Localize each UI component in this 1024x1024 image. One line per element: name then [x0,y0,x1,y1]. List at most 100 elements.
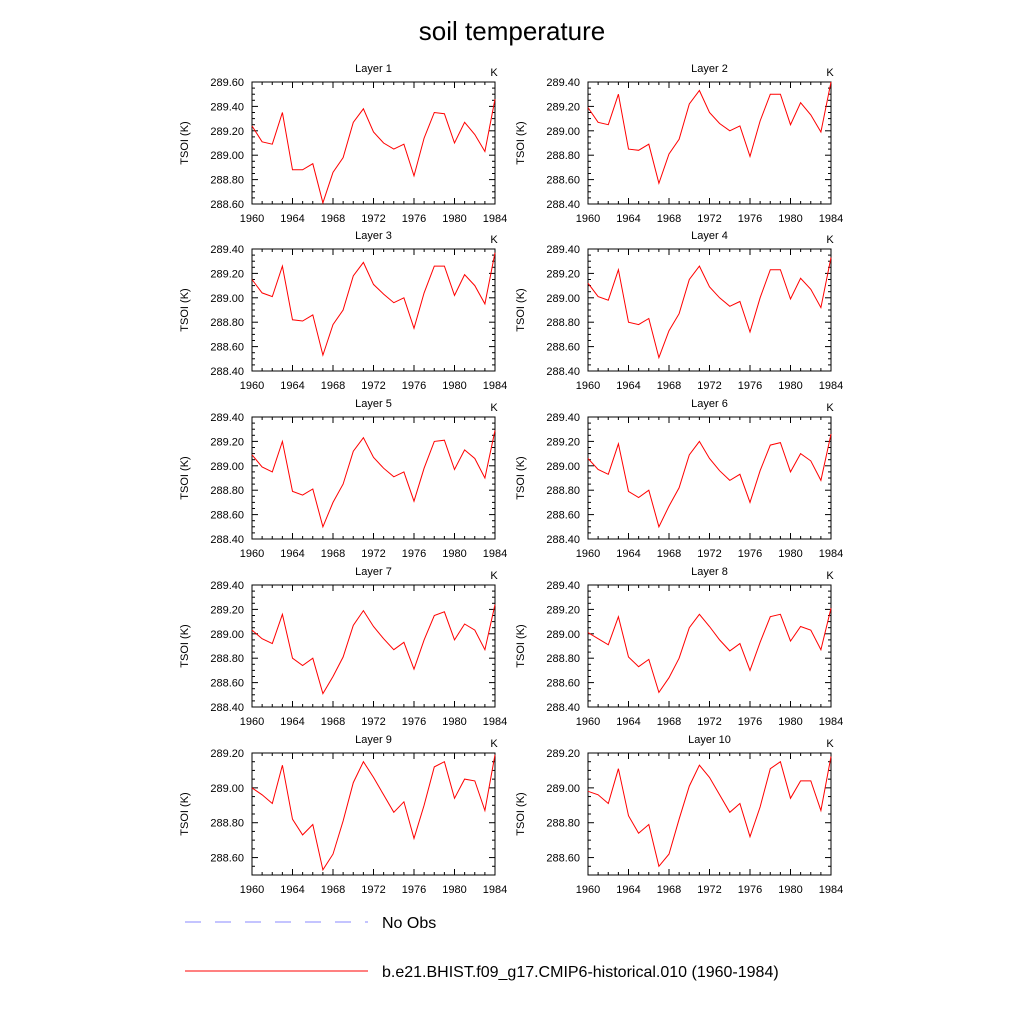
x-tick-label: 1968 [657,548,681,560]
x-tick-label: 1972 [697,380,721,392]
legend-no-obs-label: No Obs [382,915,436,932]
x-tick-label: 1980 [778,380,802,392]
x-tick-label: 1968 [321,380,345,392]
chart-panel-layer-8: Layer 8 K TSOI (K) 1960 1964 1968 1972 1976 1980… [515,566,843,728]
panel-title: Layer 5 [355,398,392,410]
chart-panel-layer-4: Layer 4 K TSOI (K) 1960 1964 1968 1972 1976 1980… [515,230,843,392]
x-tick-label: 1976 [402,548,426,560]
x-tick-label: 1984 [819,716,843,728]
x-tick-label: 1964 [616,548,640,560]
x-tick-label: 1972 [697,548,721,560]
units-label: K [490,738,498,750]
y-tick-label: 288.80 [210,485,244,497]
x-tick-label: 1964 [280,380,304,392]
x-tick-label: 1968 [657,380,681,392]
x-tick-label: 1960 [576,548,600,560]
y-tick-label: 288.60 [546,678,580,690]
plot-frame [587,416,832,540]
x-tick-label: 1964 [616,884,640,896]
y-tick-label: 288.80 [546,653,580,665]
x-tick-label: 1968 [657,716,681,728]
y-axis-label: TSOI (K) [179,288,191,331]
x-tick-label: 1984 [819,380,843,392]
x-tick-label: 1968 [321,213,345,225]
series-line [587,433,832,529]
x-tick-label: 1968 [321,884,345,896]
y-tick-label: 289.40 [210,580,244,592]
x-tick-label: 1964 [280,884,304,896]
y-tick-label: 289.20 [210,436,244,448]
plot-frame [251,81,496,205]
x-tick-label: 1964 [280,213,304,225]
x-tick-label: 1972 [697,716,721,728]
y-tick-label: 289.20 [546,748,580,760]
y-tick-label: 289.40 [210,244,244,256]
chart-panel-layer-6: Layer 6 K TSOI (K) 1960 1964 1968 1972 1976 1980… [515,398,843,560]
units-label: K [490,570,498,582]
x-tick-label: 1972 [697,884,721,896]
x-tick-label: 1964 [616,380,640,392]
series-line [251,252,496,357]
units-label: K [490,234,498,246]
x-tick-label: 1976 [402,380,426,392]
y-tick-label: 289.60 [210,77,244,89]
plot-frame [251,416,496,540]
x-tick-label: 1976 [738,213,762,225]
plot-frame [587,248,832,372]
y-tick-label: 288.80 [210,317,244,329]
y-tick-label: 288.60 [546,342,580,354]
y-tick-label: 289.00 [210,150,244,162]
y-axis-label: TSOI (K) [515,456,527,499]
y-tick-label: 289.20 [210,126,244,138]
y-axis-label: TSOI (K) [179,121,191,164]
series-line [587,608,832,694]
chart-panel-layer-2: Layer 2 K TSOI (K) 1960 1964 1968 1972 1976 1980… [515,63,843,225]
x-tick-label: 1972 [361,716,385,728]
y-tick-label: 289.40 [546,244,580,256]
y-tick-label: 288.60 [210,199,244,211]
x-tick-label: 1984 [483,380,507,392]
y-tick-label: 288.60 [210,510,244,522]
plot-frame [587,752,832,876]
x-tick-label: 1980 [442,213,466,225]
x-tick-label: 1980 [442,716,466,728]
plot-frame [251,584,496,708]
chart-panel-layer-3: Layer 3 K TSOI (K) 1960 1964 1968 1972 1976 1980… [179,230,507,392]
x-tick-label: 1972 [361,884,385,896]
x-tick-label: 1968 [657,884,681,896]
y-tick-label: 288.80 [210,818,244,830]
y-tick-label: 289.20 [210,604,244,616]
y-tick-label: 288.80 [546,485,580,497]
x-tick-label: 1964 [280,548,304,560]
x-tick-label: 1964 [616,716,640,728]
x-tick-label: 1960 [576,716,600,728]
y-tick-label: 288.80 [546,818,580,830]
y-tick-label: 289.40 [546,77,580,89]
y-tick-label: 288.40 [546,199,580,211]
chart-panel-layer-7: Layer 7 K TSOI (K) 1960 1964 1968 1972 1976 1980… [179,566,507,728]
panel-title: Layer 7 [355,566,392,578]
series-line [251,754,496,872]
y-tick-label: 289.20 [546,101,580,113]
x-tick-label: 1976 [402,884,426,896]
panel-title: Layer 9 [355,734,392,746]
x-tick-label: 1976 [402,716,426,728]
y-tick-label: 288.80 [210,175,244,187]
plot-frame [251,752,496,876]
x-tick-label: 1984 [819,884,843,896]
panel-title: Layer 4 [691,230,728,242]
y-tick-label: 288.40 [546,366,580,378]
x-tick-label: 1960 [240,716,264,728]
panels: Layer 1 K TSOI (K) 1960 1964 1968 1972 1976 1980… [179,63,843,896]
x-tick-label: 1976 [402,213,426,225]
x-tick-label: 1960 [240,548,264,560]
plot-frame [251,248,496,372]
series-line [587,756,832,868]
y-tick-label: 289.20 [546,436,580,448]
y-tick-label: 289.00 [210,461,244,473]
y-tick-label: 288.40 [210,366,244,378]
y-tick-label: 289.00 [210,783,244,795]
y-tick-label: 288.80 [546,150,580,162]
x-tick-label: 1976 [738,884,762,896]
